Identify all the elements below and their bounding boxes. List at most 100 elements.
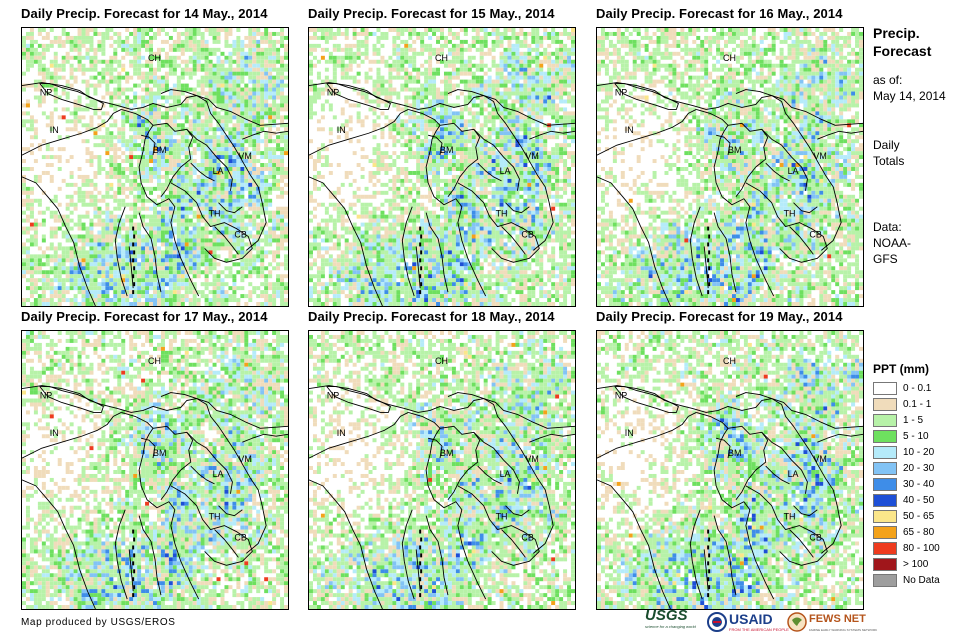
usaid-logo: USAID FROM THE AMERICAN PEOPLE xyxy=(707,608,789,636)
country-label-in: IN xyxy=(50,125,59,135)
panel-title: Daily Precip. Forecast for 14 May., 2014 xyxy=(21,6,268,21)
usaid-seal-icon xyxy=(707,612,727,632)
country-label-th: TH xyxy=(496,209,508,219)
data-source: GFS xyxy=(873,251,965,267)
legend-swatch xyxy=(873,397,897,411)
legend-label: 40 - 50 xyxy=(903,495,934,506)
legend-item: No Data xyxy=(873,572,965,588)
usgs-tagline: science for a changing world xyxy=(645,624,696,630)
country-label-np: NP xyxy=(615,391,627,401)
sidebar-heading: Precip. xyxy=(873,24,965,42)
precip-map: CH NP IN BM LA VM TH CB xyxy=(308,330,576,610)
country-label-vm: VM xyxy=(525,454,538,464)
country-label-th: TH xyxy=(209,512,221,522)
legend-item: 20 - 30 xyxy=(873,460,965,476)
legend-item: > 100 xyxy=(873,556,965,572)
country-label-cb: CB xyxy=(521,229,533,239)
country-label-cb: CB xyxy=(521,532,533,542)
country-label-in: IN xyxy=(337,428,346,438)
legend-item: 65 - 80 xyxy=(873,524,965,540)
map-panel-16-may: Daily Precip. Forecast for 16 May., 2014… xyxy=(594,6,884,307)
legend-label: 10 - 20 xyxy=(903,447,934,458)
country-label-th: TH xyxy=(784,512,796,522)
country-label-vm: VM xyxy=(525,151,538,161)
country-label-np: NP xyxy=(327,88,339,98)
country-label-bm: BM xyxy=(440,448,453,458)
precip-cells xyxy=(22,331,288,609)
legend-swatch xyxy=(873,445,897,459)
legend-label: 0.1 - 1 xyxy=(903,399,931,410)
country-label-cb: CB xyxy=(234,532,246,542)
country-label-ch: CH xyxy=(148,53,161,63)
country-label-la: LA xyxy=(788,166,799,176)
legend-swatch xyxy=(873,541,897,555)
fewsnet-logo: FEWS NET FAMINE EARLY WARNING SYSTEMS NE… xyxy=(787,608,877,636)
fewsnet-logo-text: FEWS NET xyxy=(809,611,877,627)
legend-items: 0 - 0.1 0.1 - 1 1 - 5 5 - 10 10 - 20 20 - 30 3… xyxy=(873,380,965,588)
country-label-ch: CH xyxy=(148,356,161,366)
country-borders xyxy=(22,385,288,609)
legend-label: 50 - 65 xyxy=(903,511,934,522)
precip-cells xyxy=(309,331,575,609)
usgs-logo-text: USGS xyxy=(645,608,688,624)
panel-title: Daily Precip. Forecast for 15 May., 2014 xyxy=(308,6,555,21)
legend-swatch xyxy=(873,381,897,395)
country-label-la: LA xyxy=(500,469,511,479)
country-label-bm: BM xyxy=(153,448,166,458)
legend-swatch xyxy=(873,525,897,539)
precip-grid: CH NP IN BM LA VM TH CB xyxy=(22,28,288,306)
country-labels: CH NP IN BM LA VM TH CB xyxy=(615,356,827,543)
legend-item: 40 - 50 xyxy=(873,492,965,508)
legend-swatch xyxy=(873,493,897,507)
legend-item: 0.1 - 1 xyxy=(873,396,965,412)
asof-date: May 14, 2014 xyxy=(873,88,965,104)
precip-map: CH NP IN BM LA VM TH CB xyxy=(21,27,289,307)
legend-swatch xyxy=(873,429,897,443)
legend-item: 80 - 100 xyxy=(873,540,965,556)
legend-label: > 100 xyxy=(903,559,928,570)
country-label-th: TH xyxy=(496,512,508,522)
forecast-info: Precip. Forecast as of: May 14, 2014 Dai… xyxy=(873,24,965,267)
country-label-in: IN xyxy=(337,125,346,135)
precip-grid: CH NP IN BM LA VM TH CB xyxy=(309,331,575,609)
map-credit: Map produced by USGS/EROS xyxy=(21,617,176,628)
country-label-vm: VM xyxy=(238,454,251,464)
totals-label: Totals xyxy=(873,153,965,169)
panel-title: Daily Precip. Forecast for 17 May., 2014 xyxy=(21,309,268,324)
map-panel-15-may: Daily Precip. Forecast for 15 May., 2014… xyxy=(306,6,596,307)
usgs-logo: USGS science for a changing world xyxy=(645,608,696,636)
panel-title: Daily Precip. Forecast for 19 May., 2014 xyxy=(596,309,843,324)
country-label-ch: CH xyxy=(723,53,736,63)
country-borders xyxy=(597,385,863,609)
precip-cells xyxy=(22,28,288,306)
country-label-vm: VM xyxy=(813,151,826,161)
country-label-th: TH xyxy=(784,209,796,219)
country-label-np: NP xyxy=(327,391,339,401)
country-labels: CH NP IN BM LA VM TH CB xyxy=(615,53,827,240)
legend-item: 50 - 65 xyxy=(873,508,965,524)
legend-item: 10 - 20 xyxy=(873,444,965,460)
legend-swatch xyxy=(873,509,897,523)
country-label-np: NP xyxy=(40,391,52,401)
precip-grid: CH NP IN BM LA VM TH CB xyxy=(309,28,575,306)
precip-cells xyxy=(597,28,863,306)
country-label-la: LA xyxy=(213,469,224,479)
precip-map: CH NP IN BM LA VM TH CB xyxy=(21,330,289,610)
legend-item: 5 - 10 xyxy=(873,428,965,444)
country-label-ch: CH xyxy=(435,356,448,366)
country-label-in: IN xyxy=(50,428,59,438)
legend-swatch xyxy=(873,477,897,491)
totals-label: Daily xyxy=(873,137,965,153)
legend-label: 65 - 80 xyxy=(903,527,934,538)
legend-label: 20 - 30 xyxy=(903,463,934,474)
precip-map: CH NP IN BM LA VM TH CB xyxy=(596,330,864,610)
country-labels: CH NP IN BM LA VM TH CB xyxy=(40,356,252,543)
legend-label: 80 - 100 xyxy=(903,543,940,554)
country-label-cb: CB xyxy=(809,229,821,239)
ppt-legend: PPT (mm) 0 - 0.1 0.1 - 1 1 - 5 5 - 10 10 - 2… xyxy=(873,362,965,588)
country-borders xyxy=(597,82,863,306)
legend-item: 1 - 5 xyxy=(873,412,965,428)
legend-item: 30 - 40 xyxy=(873,476,965,492)
map-panel-17-may: Daily Precip. Forecast for 17 May., 2014… xyxy=(19,309,309,610)
country-borders xyxy=(309,385,575,609)
